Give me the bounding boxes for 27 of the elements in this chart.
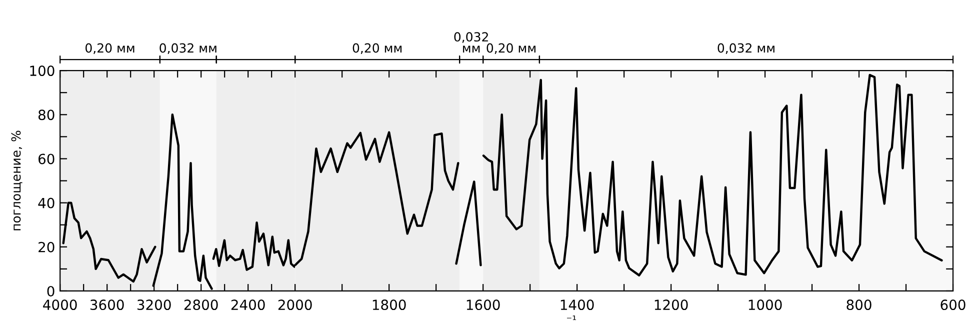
y-axis-title: поглощение, %: [11, 130, 22, 230]
x-tick-label: 2800: [184, 300, 218, 310]
x-tick-label: 1200: [654, 300, 688, 310]
y-tick-label: 60: [38, 154, 54, 164]
x-tick-label: 1000: [748, 300, 782, 310]
x-tick-label: 4000: [43, 300, 77, 310]
band-label: 0,20 мм: [352, 43, 402, 54]
band-label: 0,032 мм: [718, 43, 774, 54]
y-tick-label: 0: [47, 286, 54, 296]
band-label: 0,032 мм: [454, 32, 488, 53]
y-tick-label: 20: [38, 242, 54, 252]
y-tick-label: 100: [30, 66, 54, 76]
x-tick-label: 800: [846, 300, 872, 310]
band-label: 0,20 мм: [486, 43, 536, 54]
x-tick-label: 1400: [560, 300, 594, 310]
band-label: 0,032 мм: [160, 43, 216, 54]
x-tick-label: 600: [940, 300, 966, 310]
x-tick-label: 2400: [231, 300, 265, 310]
band-label: 0,20 мм: [86, 43, 134, 54]
x-tick-label: 2000: [278, 300, 312, 310]
x-tick-label: 1800: [372, 300, 406, 310]
x-tick-label: 3600: [90, 300, 124, 310]
x-tick-label: 1600: [466, 300, 500, 310]
y-tick-label: 40: [38, 198, 54, 208]
x-tick-label: 3200: [137, 300, 171, 310]
y-tick-label: 80: [38, 110, 54, 120]
x-axis-title: ⁻¹: [566, 316, 576, 320]
